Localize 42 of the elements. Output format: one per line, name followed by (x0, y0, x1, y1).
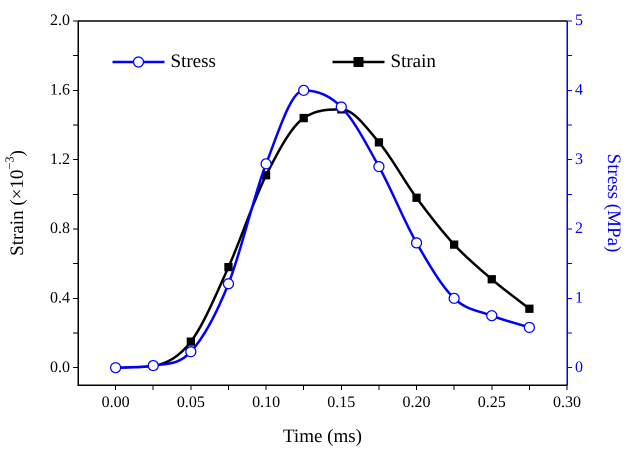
y-tick-label: 0.8 (50, 220, 70, 238)
point (450, 240, 458, 249)
point (336, 101, 347, 113)
x-tick-label: 0.15 (327, 394, 356, 411)
point (185, 346, 196, 358)
point (374, 138, 384, 146)
x-tick-label: 0.30 (553, 394, 581, 411)
x-tick-label: 0.00 (102, 394, 130, 411)
point (222, 278, 234, 290)
point (298, 84, 310, 96)
y2-tick-label: 0 (575, 358, 583, 376)
point (410, 237, 422, 248)
x-tick-label: 0.25 (478, 394, 506, 411)
point (448, 292, 460, 304)
legend-label: Strain (390, 50, 436, 72)
point (300, 114, 308, 122)
x-tick-label: 0.05 (176, 394, 205, 411)
point (525, 304, 534, 313)
y2-tick-label: 3 (575, 150, 583, 168)
point (412, 194, 421, 202)
y-tick-label: 0.4 (50, 290, 70, 307)
y2-tick-label: 5 (575, 12, 583, 30)
legend-label: Stress (170, 50, 216, 72)
point (224, 263, 233, 272)
point (186, 338, 195, 346)
y2-tick-label: 4 (575, 82, 583, 99)
point (260, 158, 272, 170)
y-tick-label: 2.0 (50, 12, 70, 30)
x-axis-title: Time (ms) (282, 426, 362, 447)
y-axis-title: Strain (×10−3) (2, 150, 28, 256)
point (488, 275, 496, 284)
point (373, 161, 385, 172)
y2-axis-title: Stress (MPa) (603, 154, 624, 252)
x-tick-label: 0.10 (252, 394, 280, 411)
y-tick-label: 1.2 (50, 150, 70, 168)
y-tick-label: 0.0 (50, 358, 70, 376)
point (524, 322, 535, 334)
y2-tick-label: 2 (575, 220, 583, 238)
y-tick-label: 1.6 (50, 82, 70, 99)
x-tick-label: 0.20 (402, 394, 431, 411)
point (486, 310, 498, 322)
y2-tick-label: 1 (575, 290, 583, 307)
